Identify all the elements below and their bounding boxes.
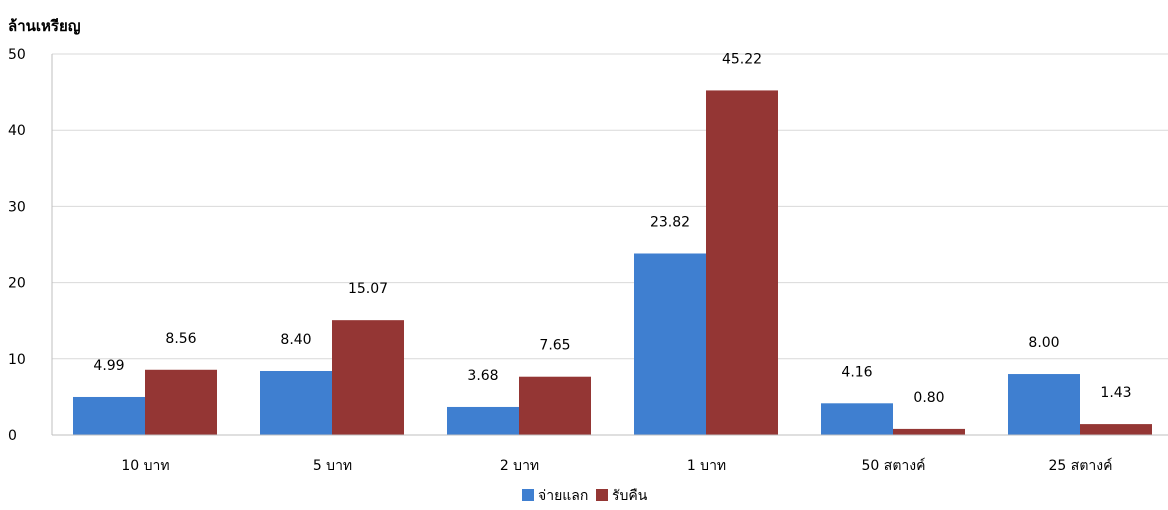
bar (821, 403, 893, 435)
legend-label: รับคืน (612, 488, 648, 504)
data-label: 15.07 (348, 281, 388, 297)
data-label: 4.99 (93, 358, 124, 374)
data-label: 1.43 (1100, 385, 1131, 401)
data-label: 0.80 (913, 390, 944, 406)
bar (519, 376, 591, 435)
data-label: 8.56 (165, 331, 196, 347)
y-tick-label: 30 (8, 199, 26, 215)
x-tick-label: 10 บาท (121, 458, 169, 474)
data-label: 3.68 (467, 368, 498, 384)
bar (893, 428, 965, 435)
y-tick-label: 10 (8, 352, 26, 368)
data-label: 8.00 (1028, 335, 1059, 351)
x-tick-label: 1 บาท (687, 458, 726, 474)
y-tick-label: 40 (8, 123, 26, 139)
legend-swatch (522, 489, 534, 501)
bar (145, 369, 217, 435)
bar (332, 320, 404, 435)
legend-swatch (596, 489, 608, 501)
x-tick-label: 25 สตางค์ (1049, 457, 1113, 474)
data-labels: 0 10 20 30 40 50 4.99 8.56 10 บาท 8.40 15.07 5 บาท 3… (8, 47, 1132, 474)
bar (260, 370, 332, 435)
y-tick-label: 0 (8, 428, 17, 444)
bar (447, 406, 519, 435)
bar (634, 253, 706, 435)
bar (1008, 374, 1080, 435)
bars (73, 90, 1152, 436)
x-tick-label: 5 บาท (313, 458, 352, 474)
gridlines (52, 53, 1168, 360)
data-label: 23.82 (650, 214, 690, 230)
legend: จ่ายแลก รับคืน (522, 488, 648, 504)
axes (51, 54, 1168, 436)
data-label: 4.16 (841, 364, 872, 380)
bar (706, 90, 778, 436)
bar (73, 396, 145, 435)
bar (1080, 424, 1152, 435)
legend-label: จ่ายแลก (538, 488, 588, 504)
data-label: 8.40 (280, 332, 311, 348)
y-tick-label: 50 (8, 47, 26, 63)
x-tick-label: 2 บาท (500, 458, 539, 474)
data-label: 45.22 (722, 51, 762, 67)
x-tick-label: 50 สตางค์ (862, 457, 926, 474)
data-label: 7.65 (539, 338, 570, 354)
y-tick-label: 20 (8, 276, 26, 292)
y-axis-title: ล้านเหรียญ (8, 17, 81, 35)
